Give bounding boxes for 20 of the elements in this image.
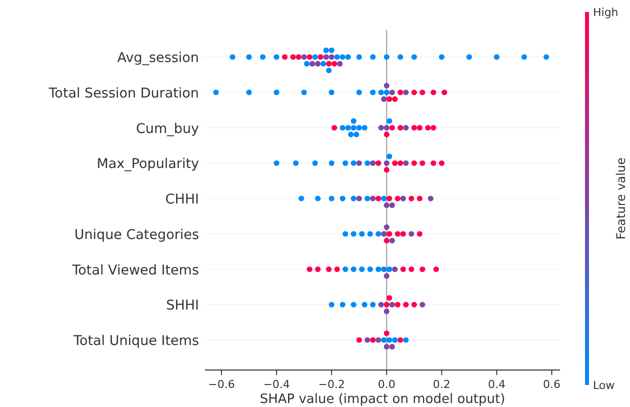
x-tick-label: 0.6 <box>542 378 560 391</box>
y-tick-label: SHHI <box>166 298 199 314</box>
x-tick-label: 0.4 <box>488 378 506 391</box>
x-tick-label: −0.2 <box>318 378 345 391</box>
y-tick-label: Unique Categories <box>74 226 199 243</box>
y-tick-label: Total Session Duration <box>48 85 199 102</box>
color-bar-title: Feature value <box>614 158 628 240</box>
x-tick-label: 0.0 <box>378 378 396 391</box>
y-tick-label: Max_Popularity <box>96 156 200 172</box>
color-bar-label: Low <box>593 379 615 392</box>
y-tick-label: Avg_session <box>117 50 199 66</box>
x-tick-label: 0.2 <box>432 378 450 391</box>
x-tick-label: −0.4 <box>263 378 290 391</box>
color-bar-label: High <box>593 6 618 19</box>
x-axis-title: SHAP value (impact on model output) <box>260 392 506 407</box>
y-tick-label: Total Unique Items <box>72 333 199 349</box>
x-tick-label: −0.6 <box>208 378 235 391</box>
y-tick-label: CHHI <box>165 192 199 208</box>
y-tick-label: Total Viewed Items <box>71 262 199 278</box>
y-tick-label: Cum_buy <box>136 120 200 137</box>
